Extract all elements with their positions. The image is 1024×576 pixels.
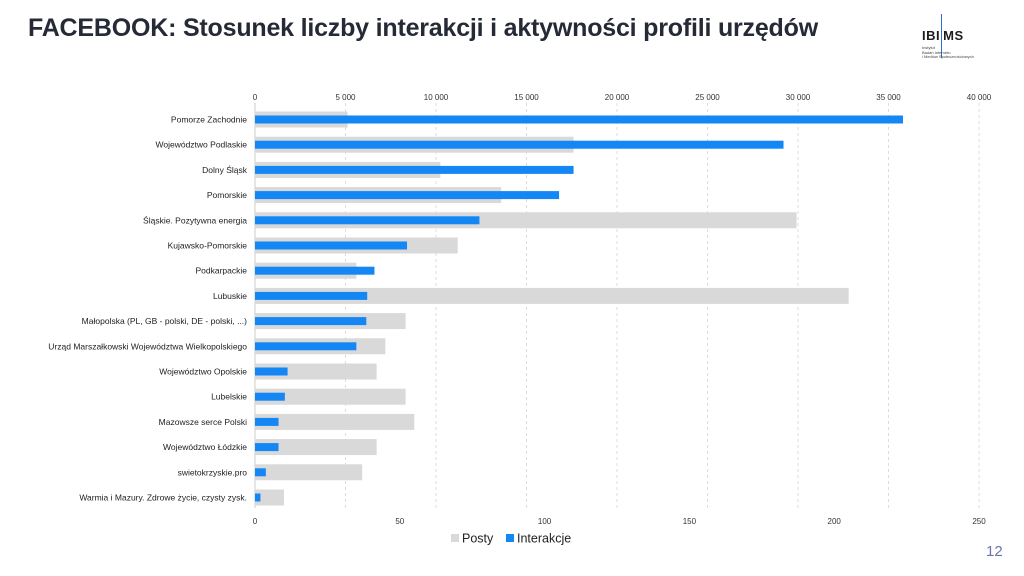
category-label: Urząd Marszałkowski Województwa Wielkopo… xyxy=(48,341,247,351)
top-axis-tick-label: 25 000 xyxy=(695,93,720,102)
category-label: Województwo Opolskie xyxy=(159,367,247,377)
ibims-logo: IBI MS Instytut Badań Internetu i Mediów … xyxy=(922,14,1002,64)
bar-interakcje xyxy=(255,140,784,149)
bar-interakcje xyxy=(255,367,288,376)
bar-posty xyxy=(255,439,377,456)
chart-labels: 0 5 000 10 000 15 000 20 000 25 000 30 000 35 0… xyxy=(48,93,992,526)
logo-divider xyxy=(941,14,942,58)
bar-interakcje xyxy=(255,342,357,351)
category-label: Pomorze Zachodnie xyxy=(171,115,247,125)
category-label: Województwo Łódzkie xyxy=(163,442,247,452)
category-label: Warmia i Mazury. Zdrowe życie, czysty zy… xyxy=(79,493,247,503)
legend-swatch-posty xyxy=(451,534,459,542)
logo-brand: IBI MS xyxy=(922,28,964,43)
top-axis-tick-label: 5 000 xyxy=(335,93,356,102)
top-axis-tick-label: 20 000 xyxy=(605,93,630,102)
bar-posty xyxy=(255,388,406,405)
top-axis-tick-label: 15 000 xyxy=(514,93,539,102)
bar-interakcje xyxy=(255,115,903,124)
top-axis-tick-label: 35 000 xyxy=(876,93,901,102)
bottom-axis-tick-label: 50 xyxy=(395,517,404,526)
bar-interakcje xyxy=(255,443,279,452)
bar-posty xyxy=(255,464,363,481)
bar-interakcje xyxy=(255,468,266,477)
category-label: Podkarpackie xyxy=(195,266,247,276)
bar-interakcje xyxy=(255,165,574,174)
bar-posty xyxy=(255,287,849,304)
logo-subtitle: Instytut Badań Internetu i Mediów Społec… xyxy=(922,45,974,59)
category-label: Pomorskie xyxy=(207,190,247,200)
bar-interakcje xyxy=(255,417,279,426)
bar-posty xyxy=(255,489,284,506)
category-label: swietokrzyskie.pro xyxy=(178,467,248,477)
top-axis-tick-label: 30 000 xyxy=(786,93,811,102)
bar-interakcje xyxy=(255,291,368,300)
bar-interakcje xyxy=(255,216,480,225)
legend-label-posty: Posty xyxy=(462,532,494,546)
bar-interakcje xyxy=(255,392,285,401)
bottom-axis-tick-label: 100 xyxy=(538,517,552,526)
top-axis-tick-label: 0 xyxy=(253,93,258,102)
bar-interakcje xyxy=(255,317,367,326)
category-label: Śląskie. Pozytywna energia xyxy=(143,214,247,225)
bar-posty xyxy=(255,413,415,430)
bar-interakcje xyxy=(255,493,261,502)
top-axis-tick-label: 10 000 xyxy=(424,93,449,102)
category-label: Małopolska (PL, GB - polski, DE - polski… xyxy=(82,316,247,326)
bottom-axis-tick-label: 200 xyxy=(828,517,842,526)
bar-interakcje xyxy=(255,191,560,200)
chart-legend: Posty Interakcje xyxy=(451,532,571,546)
bar-interakcje xyxy=(255,266,375,275)
category-label: Województwo Podlaskie xyxy=(156,140,248,150)
category-label: Lubelskie xyxy=(211,392,247,402)
page-title: FACEBOOK: Stosunek liczby interakcji i a… xyxy=(28,14,818,42)
page-number: 12 xyxy=(986,543,1003,560)
category-label: Lubuskie xyxy=(213,291,247,301)
category-label: Mazowsze serce Polski xyxy=(159,417,247,427)
category-label: Kujawsko-Pomorskie xyxy=(168,241,248,251)
legend-swatch-interakcje xyxy=(506,534,514,542)
bar-interakcje xyxy=(255,241,408,250)
chart-bars xyxy=(255,111,903,506)
legend-label-interakcje: Interakcje xyxy=(517,532,571,546)
bottom-axis-tick-label: 250 xyxy=(972,517,986,526)
bottom-axis-tick-label: 150 xyxy=(683,517,697,526)
top-axis-tick-label: 40 000 xyxy=(967,93,992,102)
category-label: Dolny Śląsk xyxy=(202,164,248,175)
bottom-axis-tick-label: 0 xyxy=(253,517,258,526)
